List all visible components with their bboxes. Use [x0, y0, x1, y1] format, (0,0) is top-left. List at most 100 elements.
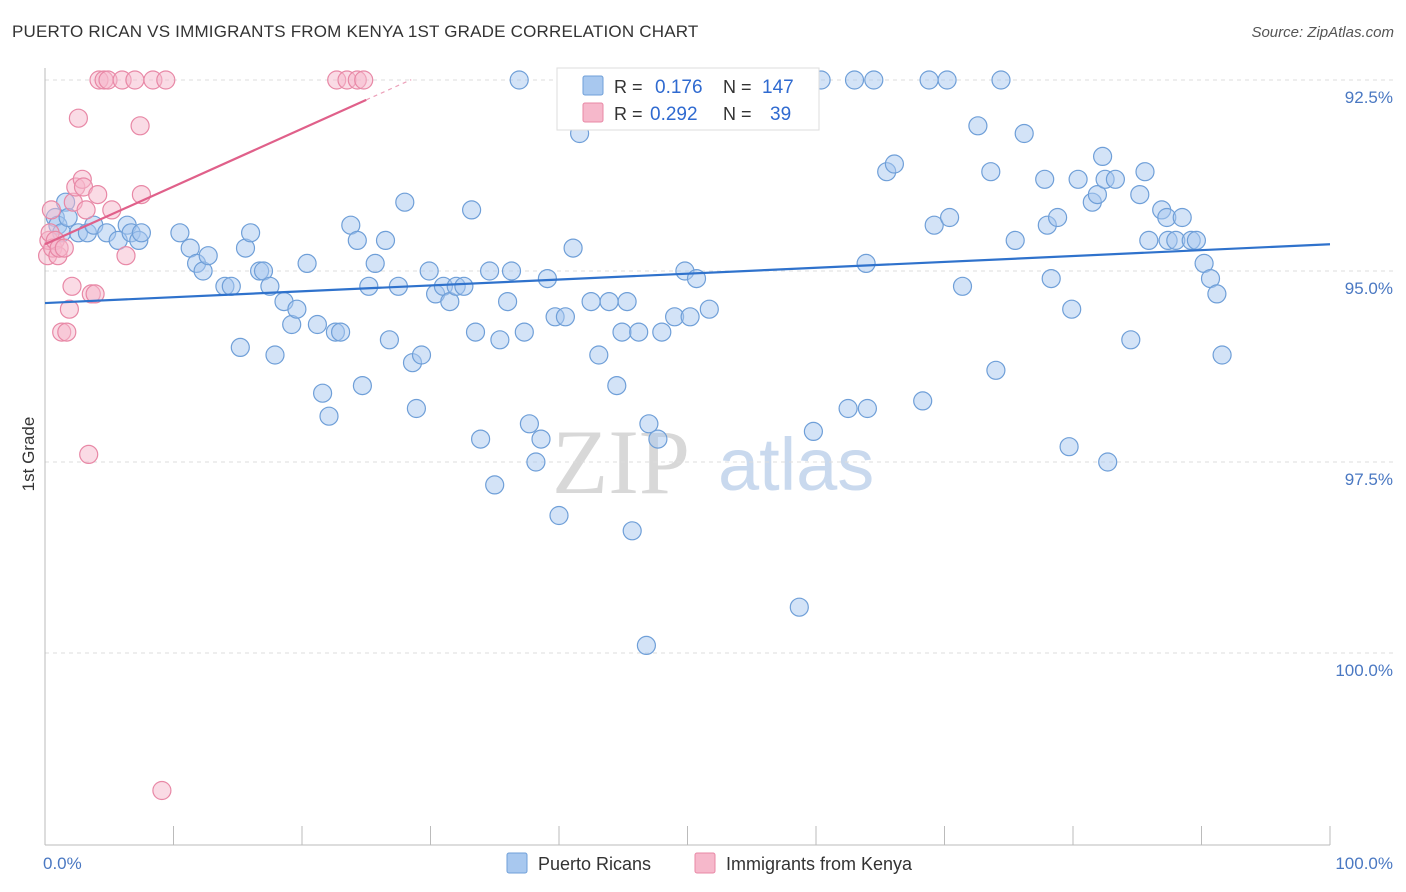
point-kenya-10 — [57, 322, 77, 342]
point-puerto-ricans-40 — [359, 276, 379, 296]
point-puerto-ricans-54 — [454, 276, 474, 296]
point-puerto-ricans-106 — [913, 391, 933, 411]
point-puerto-ricans-56 — [465, 322, 486, 342]
point-puerto-ricans-83 — [648, 429, 668, 449]
point-puerto-ricans-30 — [287, 299, 307, 319]
point-puerto-ricans-77 — [612, 322, 632, 342]
series-legend-swatch-puerto-ricans — [506, 852, 528, 874]
point-puerto-ricans-123 — [1087, 185, 1108, 205]
point-puerto-ricans-120 — [1062, 299, 1082, 319]
trend-line-puerto-ricans — [44, 243, 1331, 305]
legend-r-label-puerto-ricans: R = — [614, 77, 643, 97]
point-puerto-ricans-121 — [1068, 169, 1088, 189]
y-axis-label: 1st Grade — [19, 417, 38, 492]
point-kenya-33 — [152, 780, 172, 801]
point-puerto-ricans-48 — [411, 345, 432, 365]
y-tick-label-3: 100.0% — [1335, 661, 1393, 680]
point-puerto-ricans-60 — [490, 330, 510, 350]
point-kenya-30 — [130, 116, 150, 136]
y-tick-labels: 92.5% 95.0% 97.5% 100.0% — [1335, 88, 1393, 680]
series-kenya-points — [37, 70, 374, 801]
point-puerto-ricans-39 — [352, 376, 372, 396]
point-puerto-ricans-111 — [981, 162, 1001, 182]
point-puerto-ricans-57 — [471, 429, 491, 449]
series-legend-label-kenya: Immigrants from Kenya — [726, 854, 913, 874]
point-puerto-ricans-27 — [265, 345, 285, 365]
point-puerto-ricans-14 — [170, 223, 190, 243]
point-puerto-ricans-64 — [519, 414, 540, 434]
point-puerto-ricans-108 — [939, 207, 960, 228]
point-puerto-ricans-124 — [1092, 146, 1113, 166]
point-puerto-ricans-70 — [555, 307, 576, 327]
point-puerto-ricans-69 — [549, 505, 569, 526]
point-puerto-ricans-129 — [1130, 185, 1150, 205]
point-kenya-18 — [76, 200, 96, 220]
point-puerto-ricans-102 — [857, 398, 878, 419]
point-puerto-ricans-45 — [395, 192, 415, 212]
point-puerto-ricans-147 — [509, 70, 529, 90]
point-puerto-ricans-43 — [379, 330, 399, 350]
trend-lines — [44, 79, 1331, 305]
point-puerto-ricans-65 — [526, 452, 546, 472]
x-tick-label-max: 100.0% — [1335, 854, 1393, 873]
point-puerto-ricans-58 — [480, 261, 500, 281]
point-puerto-ricans-41 — [365, 253, 385, 273]
point-puerto-ricans-66 — [531, 429, 551, 449]
point-puerto-ricans-144 — [937, 70, 957, 90]
point-kenya-34 — [156, 70, 176, 90]
point-puerto-ricans-142 — [1212, 345, 1232, 365]
point-puerto-ricans-61 — [498, 292, 518, 312]
point-puerto-ricans-38 — [347, 230, 367, 250]
point-puerto-ricans-47 — [406, 398, 426, 419]
legend-r-value-puerto-ricans: 0.176 — [655, 77, 703, 98]
trend-line-kenya — [44, 98, 367, 246]
stats-legend: R = 0.176 N = 147 R = 0.292 N = 39 — [556, 67, 820, 131]
point-puerto-ricans-32 — [307, 314, 327, 335]
point-puerto-ricans-23 — [241, 223, 261, 243]
point-puerto-ricans-118 — [1047, 207, 1068, 228]
point-puerto-ricans-138 — [1186, 230, 1207, 250]
point-puerto-ricans-99 — [838, 398, 858, 419]
point-puerto-ricans-75 — [599, 292, 619, 312]
point-puerto-ricans-143 — [919, 70, 939, 90]
point-kenya-29 — [125, 70, 145, 90]
legend-n-value-kenya: 39 — [770, 104, 791, 125]
point-puerto-ricans-13 — [131, 223, 151, 243]
point-kenya-22 — [88, 185, 108, 205]
series-legend: Puerto Ricans Immigrants from Kenya — [506, 852, 913, 874]
y-tick-label-2: 97.5% — [1345, 470, 1393, 489]
point-puerto-ricans-131 — [1139, 230, 1159, 250]
point-puerto-ricans-97 — [803, 421, 824, 441]
point-kenya-3 — [41, 200, 62, 220]
point-puerto-ricans-141 — [1207, 284, 1227, 304]
point-puerto-ricans-100 — [844, 70, 865, 90]
point-puerto-ricans-21 — [230, 337, 250, 357]
point-kenya-9 — [54, 238, 74, 258]
point-puerto-ricans-119 — [1059, 437, 1079, 457]
legend-n-label-puerto-ricans: N = — [723, 77, 752, 97]
gridlines — [45, 79, 1395, 654]
point-puerto-ricans-136 — [1172, 207, 1192, 228]
y-tick-label-0: 92.5% — [1345, 88, 1393, 107]
point-puerto-ricans-34 — [319, 406, 339, 426]
point-puerto-ricans-113 — [1005, 230, 1025, 250]
point-puerto-ricans-79 — [622, 521, 642, 541]
trend-line-kenya-extension — [366, 79, 412, 101]
point-puerto-ricans-18 — [198, 246, 218, 266]
legend-r-label-kenya: R = — [614, 104, 643, 124]
point-puerto-ricans-126 — [1098, 452, 1118, 472]
point-puerto-ricans-107 — [924, 215, 944, 235]
point-puerto-ricans-89 — [699, 299, 719, 319]
point-puerto-ricans-62 — [501, 261, 522, 281]
point-kenya-21 — [85, 284, 105, 304]
point-kenya-11 — [59, 299, 80, 319]
legend-swatch-puerto-ricans — [582, 75, 604, 96]
point-puerto-ricans-130 — [1135, 162, 1155, 182]
point-kenya-19 — [79, 444, 99, 464]
point-puerto-ricans-110 — [968, 116, 988, 136]
point-puerto-ricans-33 — [313, 383, 333, 403]
point-puerto-ricans-78 — [617, 292, 637, 312]
point-puerto-ricans-112 — [986, 360, 1006, 380]
y-tick-label-1: 95.0% — [1345, 279, 1393, 298]
